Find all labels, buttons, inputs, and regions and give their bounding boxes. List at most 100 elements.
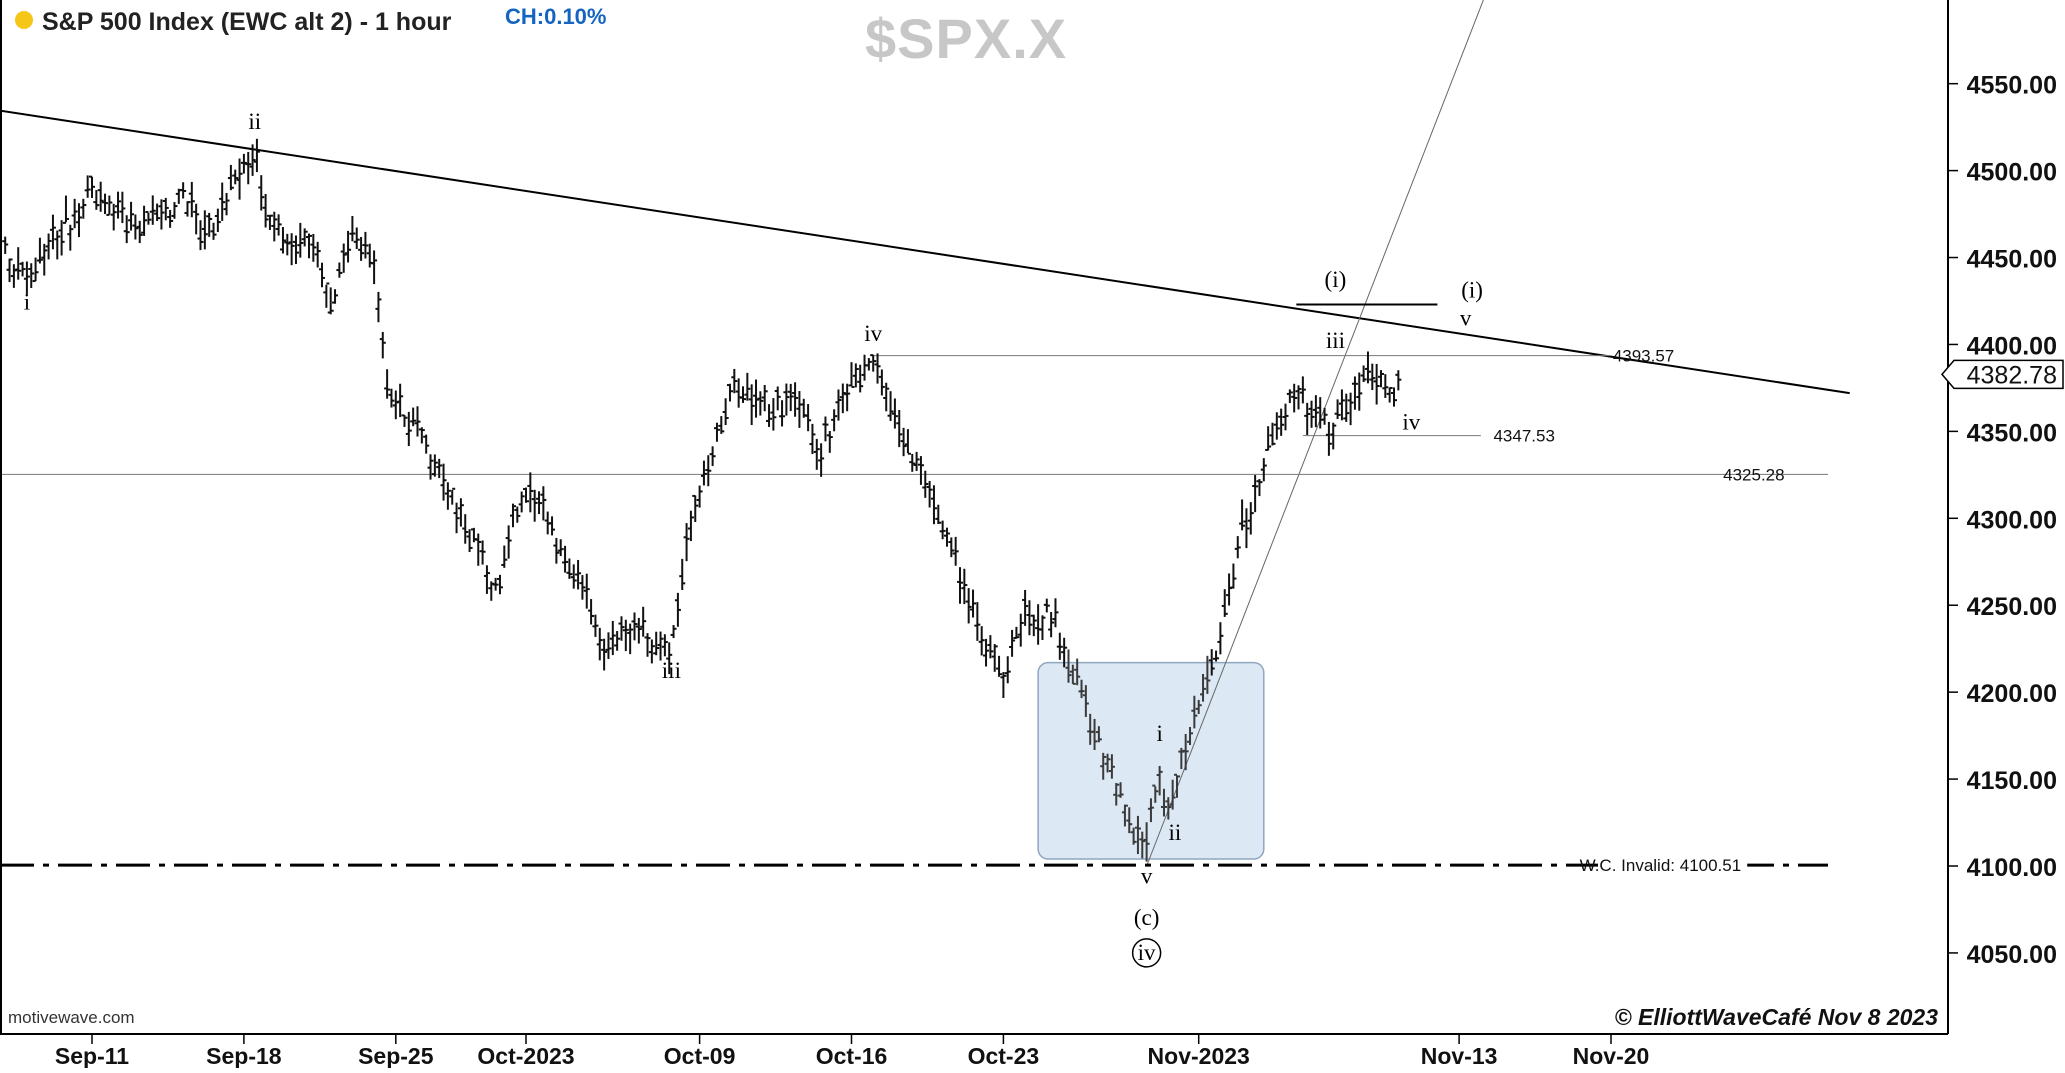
ohlc-bar bbox=[123, 215, 130, 244]
ohlc-bar bbox=[41, 243, 48, 276]
ohlc-bar bbox=[1152, 784, 1159, 803]
ohlc-bar bbox=[214, 208, 221, 232]
ohlc-bar bbox=[549, 516, 556, 536]
ohlc-bar bbox=[418, 427, 425, 444]
ohlc-bar bbox=[1208, 649, 1215, 676]
ohlc-bar bbox=[149, 195, 156, 225]
ohlc-bar bbox=[1134, 815, 1141, 855]
wave-label: i bbox=[24, 290, 30, 315]
ohlc-bar bbox=[93, 190, 100, 210]
ohlc-bar bbox=[36, 237, 43, 264]
ohlc-bar bbox=[1022, 589, 1029, 626]
x-tick-label: Sep-25 bbox=[358, 1043, 434, 1068]
ohlc-bar bbox=[245, 151, 252, 185]
ohlc-bar bbox=[2, 236, 9, 254]
status-dot-icon bbox=[15, 11, 33, 29]
ohlc-bar bbox=[171, 202, 178, 219]
ohlc-bar bbox=[601, 638, 608, 671]
ohlc-bar bbox=[1126, 807, 1133, 834]
ohlc-bar bbox=[670, 625, 677, 639]
y-tick-label: 4400.00 bbox=[1967, 332, 2057, 360]
x-tick-label: Nov-20 bbox=[1573, 1043, 1650, 1068]
symbol-watermark: $SPX.X bbox=[865, 7, 1068, 70]
ohlc-bar bbox=[306, 233, 312, 259]
ohlc-bar bbox=[184, 201, 191, 217]
ohlc-bar bbox=[983, 638, 990, 667]
ohlc-bar bbox=[1056, 632, 1063, 660]
x-tick-label: Oct-09 bbox=[664, 1043, 736, 1068]
ohlc-bar bbox=[223, 192, 230, 216]
ohlc-bar bbox=[501, 545, 508, 568]
ohlc-bar bbox=[292, 235, 299, 265]
ohlc-bar bbox=[162, 197, 169, 221]
ohlc-bar bbox=[857, 364, 864, 393]
ohlc-bar bbox=[262, 193, 269, 228]
ohlc-bar bbox=[1169, 779, 1176, 810]
ohlc-bar bbox=[1351, 376, 1358, 410]
ohlc-bar bbox=[49, 214, 56, 250]
ohlc-bar bbox=[1139, 831, 1146, 859]
ohlc-bar bbox=[1278, 408, 1285, 436]
ohlc-bar bbox=[1069, 664, 1076, 685]
ohlc-bar bbox=[896, 409, 903, 448]
ohlc-bar bbox=[744, 372, 751, 401]
ohlc-bar bbox=[1174, 773, 1180, 798]
ohlc-bar bbox=[71, 198, 78, 229]
ohlc-bar bbox=[917, 456, 924, 485]
ohlc-bar bbox=[878, 369, 885, 396]
x-tick-label: Nov-2023 bbox=[1148, 1043, 1250, 1068]
ohlc-bar bbox=[180, 182, 187, 199]
ohlc-bar bbox=[644, 633, 651, 657]
ohlc-bar bbox=[713, 422, 720, 442]
price-level-label-3: 4325.28 bbox=[1723, 465, 1784, 484]
ohlc-bar bbox=[536, 491, 543, 515]
ohlc-bar bbox=[570, 564, 577, 589]
y-tick-label: 4500.00 bbox=[1967, 159, 2057, 187]
ohlc-bar bbox=[132, 214, 139, 240]
ohlc-bar bbox=[1013, 626, 1020, 639]
wave-label: (i) bbox=[1325, 267, 1347, 292]
ohlc-bar bbox=[1104, 753, 1111, 773]
ohlc-bar bbox=[1121, 804, 1128, 827]
ohlc-bar bbox=[115, 191, 122, 219]
ohlc-bar bbox=[371, 250, 378, 285]
trendline-2 bbox=[1146, 0, 1484, 867]
ohlc-bar bbox=[596, 627, 603, 661]
y-tick-label: 4150.00 bbox=[1967, 767, 2057, 795]
ohlc-bar bbox=[575, 559, 582, 590]
ohlc-bar bbox=[1074, 658, 1081, 686]
ohlc-bar bbox=[197, 220, 204, 251]
ohlc-bar bbox=[1377, 370, 1384, 388]
ohlc-bar bbox=[891, 398, 898, 429]
ohlc-bar bbox=[978, 626, 985, 656]
ohlc-bar bbox=[475, 533, 482, 566]
ohlc-bar bbox=[618, 616, 625, 641]
ohlc-bar bbox=[562, 545, 569, 573]
y-tick-label: 4250.00 bbox=[1967, 593, 2057, 621]
ohlc-bar bbox=[1391, 387, 1397, 407]
ohlc-bar bbox=[961, 568, 968, 605]
ohlc-bar bbox=[922, 470, 929, 498]
ohlc-bar bbox=[579, 575, 586, 600]
ohlc-bar bbox=[813, 438, 820, 470]
ohlc-bar bbox=[787, 383, 794, 412]
ohlc-bar bbox=[1373, 363, 1380, 405]
ohlc-bar bbox=[718, 416, 725, 434]
ohlc-bar bbox=[1273, 412, 1280, 440]
x-tick-label: Oct-16 bbox=[816, 1043, 888, 1068]
ohlc-bar bbox=[870, 354, 877, 372]
ohlc-bar bbox=[1243, 508, 1250, 549]
ohlc-bar bbox=[900, 427, 907, 457]
ohlc-bar bbox=[557, 539, 564, 557]
ohlc-bar bbox=[80, 198, 87, 219]
ohlc-bar bbox=[505, 525, 512, 559]
ohlc-bar bbox=[709, 446, 716, 467]
ohlc-bar bbox=[904, 429, 911, 455]
ohlc-bar bbox=[1312, 395, 1319, 428]
ohlc-bar bbox=[948, 537, 955, 558]
ohlc-bar bbox=[102, 193, 109, 214]
ohlc-bar bbox=[883, 382, 890, 412]
ohlc-bar bbox=[75, 203, 82, 238]
